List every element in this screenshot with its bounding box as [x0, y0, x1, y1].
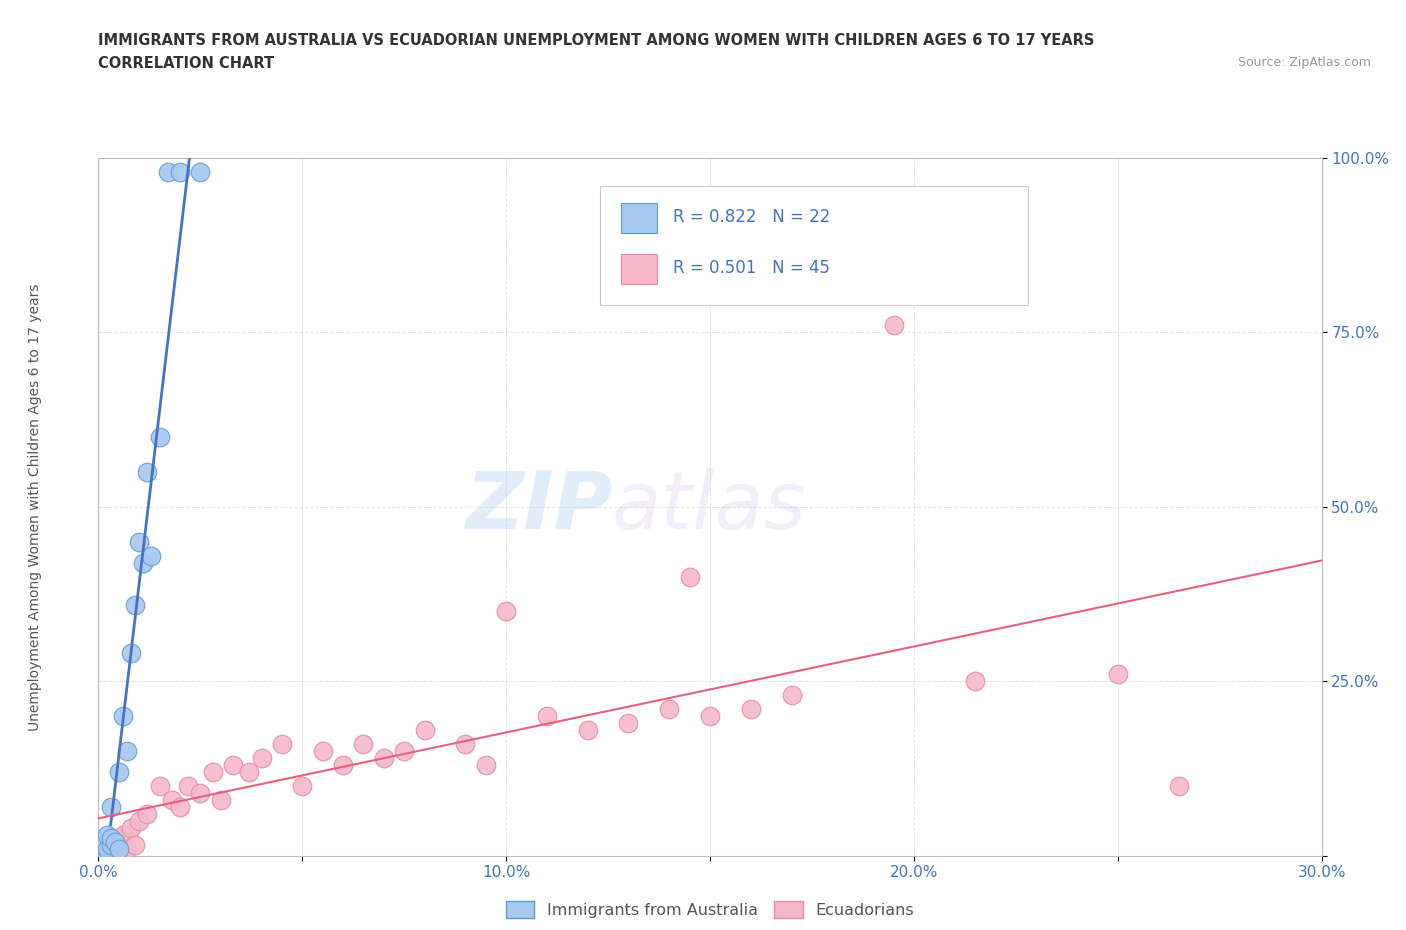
Point [108, 844, 131, 859]
Point [100, 834, 122, 849]
Point [332, 757, 354, 772]
Point [699, 709, 721, 724]
Text: R = 0.822   N = 22: R = 0.822 N = 22 [673, 208, 831, 226]
Point [617, 716, 640, 731]
Point [132, 555, 155, 570]
Legend: Immigrants from Australia, Ecuadorians: Immigrants from Australia, Ecuadorians [499, 895, 921, 924]
Point [136, 465, 159, 480]
Point [312, 744, 335, 759]
Point [188, 165, 212, 179]
Point [209, 792, 232, 807]
Point [100, 830, 122, 845]
Text: Source: ZipAtlas.com: Source: ZipAtlas.com [1237, 56, 1371, 69]
Point [115, 744, 138, 759]
Point [291, 778, 314, 793]
Point [373, 751, 395, 765]
Point [160, 792, 183, 807]
Text: IMMIGRANTS FROM AUSTRALIA VS ECUADORIAN UNEMPLOYMENT AMONG WOMEN WITH CHILDREN A: IMMIGRANTS FROM AUSTRALIA VS ECUADORIAN … [98, 33, 1095, 47]
Point [124, 838, 146, 853]
Point [96, 842, 118, 856]
Point [124, 597, 146, 612]
Point [136, 806, 159, 821]
Text: Unemployment Among Women with Children Ages 6 to 17 years: Unemployment Among Women with Children A… [28, 283, 42, 731]
Point [495, 604, 517, 619]
Point [1167, 778, 1189, 793]
Point [576, 723, 599, 737]
Point [780, 688, 803, 703]
Point [128, 813, 150, 829]
Point [270, 737, 294, 751]
Point [108, 764, 131, 779]
Point [392, 744, 416, 759]
Point [352, 737, 374, 751]
Point [91, 838, 114, 853]
Point [965, 673, 987, 688]
Point [100, 838, 122, 853]
Bar [620, 204, 658, 232]
Point [91, 844, 114, 859]
Point [156, 165, 179, 179]
Point [250, 751, 273, 765]
Point [1107, 667, 1129, 682]
Point [679, 569, 702, 584]
Point [413, 723, 436, 737]
Point [474, 757, 498, 772]
Point [104, 834, 127, 849]
Text: ZIP: ZIP [465, 468, 612, 546]
Point [91, 844, 114, 859]
Text: CORRELATION CHART: CORRELATION CHART [98, 56, 274, 71]
Point [169, 165, 191, 179]
Point [108, 842, 131, 856]
Point [238, 764, 260, 779]
Point [740, 701, 762, 716]
Point [128, 534, 150, 549]
Point [111, 828, 134, 843]
Point [120, 820, 142, 835]
FancyBboxPatch shape [600, 186, 1028, 305]
Point [169, 799, 191, 815]
Point [141, 549, 163, 564]
Point [100, 799, 122, 815]
Point [104, 838, 127, 853]
Point [115, 842, 138, 856]
Point [96, 828, 118, 843]
Point [120, 646, 142, 661]
Point [149, 430, 172, 445]
Point [222, 757, 245, 772]
Point [188, 785, 212, 800]
Point [177, 778, 200, 793]
Bar [620, 255, 658, 284]
Text: R = 0.501   N = 45: R = 0.501 N = 45 [673, 259, 831, 277]
Text: atlas: atlas [612, 468, 807, 546]
Point [536, 709, 558, 724]
Point [111, 709, 134, 724]
Point [96, 842, 118, 856]
Point [149, 778, 172, 793]
Point [108, 830, 131, 845]
Point [201, 764, 224, 779]
Point [883, 318, 905, 333]
Point [454, 737, 477, 751]
Point [658, 701, 681, 716]
